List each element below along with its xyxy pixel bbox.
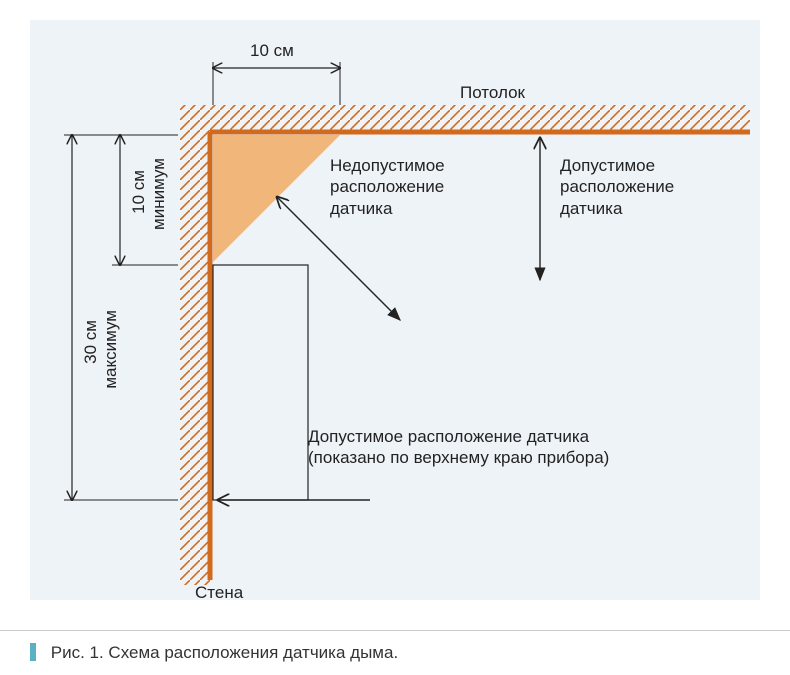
label-dim10-vert: 10 см xyxy=(128,170,149,214)
caption-prefix: Рис. 1. xyxy=(51,643,109,662)
label-ceiling: Потолок xyxy=(460,82,525,103)
caption-marker xyxy=(30,643,36,661)
label-allow-ceil: Допустимое расположение датчика xyxy=(560,155,674,219)
label-allow-wall: Допустимое расположение датчика (показан… xyxy=(308,426,609,469)
figure: Потолок Стена 10 см 10 см минимум 30 см … xyxy=(0,0,790,675)
label-forbidden: Недопустимое расположение датчика xyxy=(330,155,445,219)
hatch-wall xyxy=(180,105,210,585)
label-dim10-top: 10 см xyxy=(250,40,294,61)
label-wall: Стена xyxy=(195,582,243,603)
label-dim30-vert: 30 см xyxy=(80,320,101,364)
caption-text: Схема расположения датчика дыма. xyxy=(108,643,398,662)
caption-bar: Рис. 1. Схема расположения датчика дыма. xyxy=(0,630,790,675)
diagram-area: Потолок Стена 10 см 10 см минимум 30 см … xyxy=(30,20,760,620)
diagram-svg xyxy=(30,20,760,600)
hatch-ceiling xyxy=(210,105,750,130)
label-dim30-vert-sub: максимум xyxy=(100,310,121,389)
label-dim10-vert-sub: минимум xyxy=(148,158,169,230)
